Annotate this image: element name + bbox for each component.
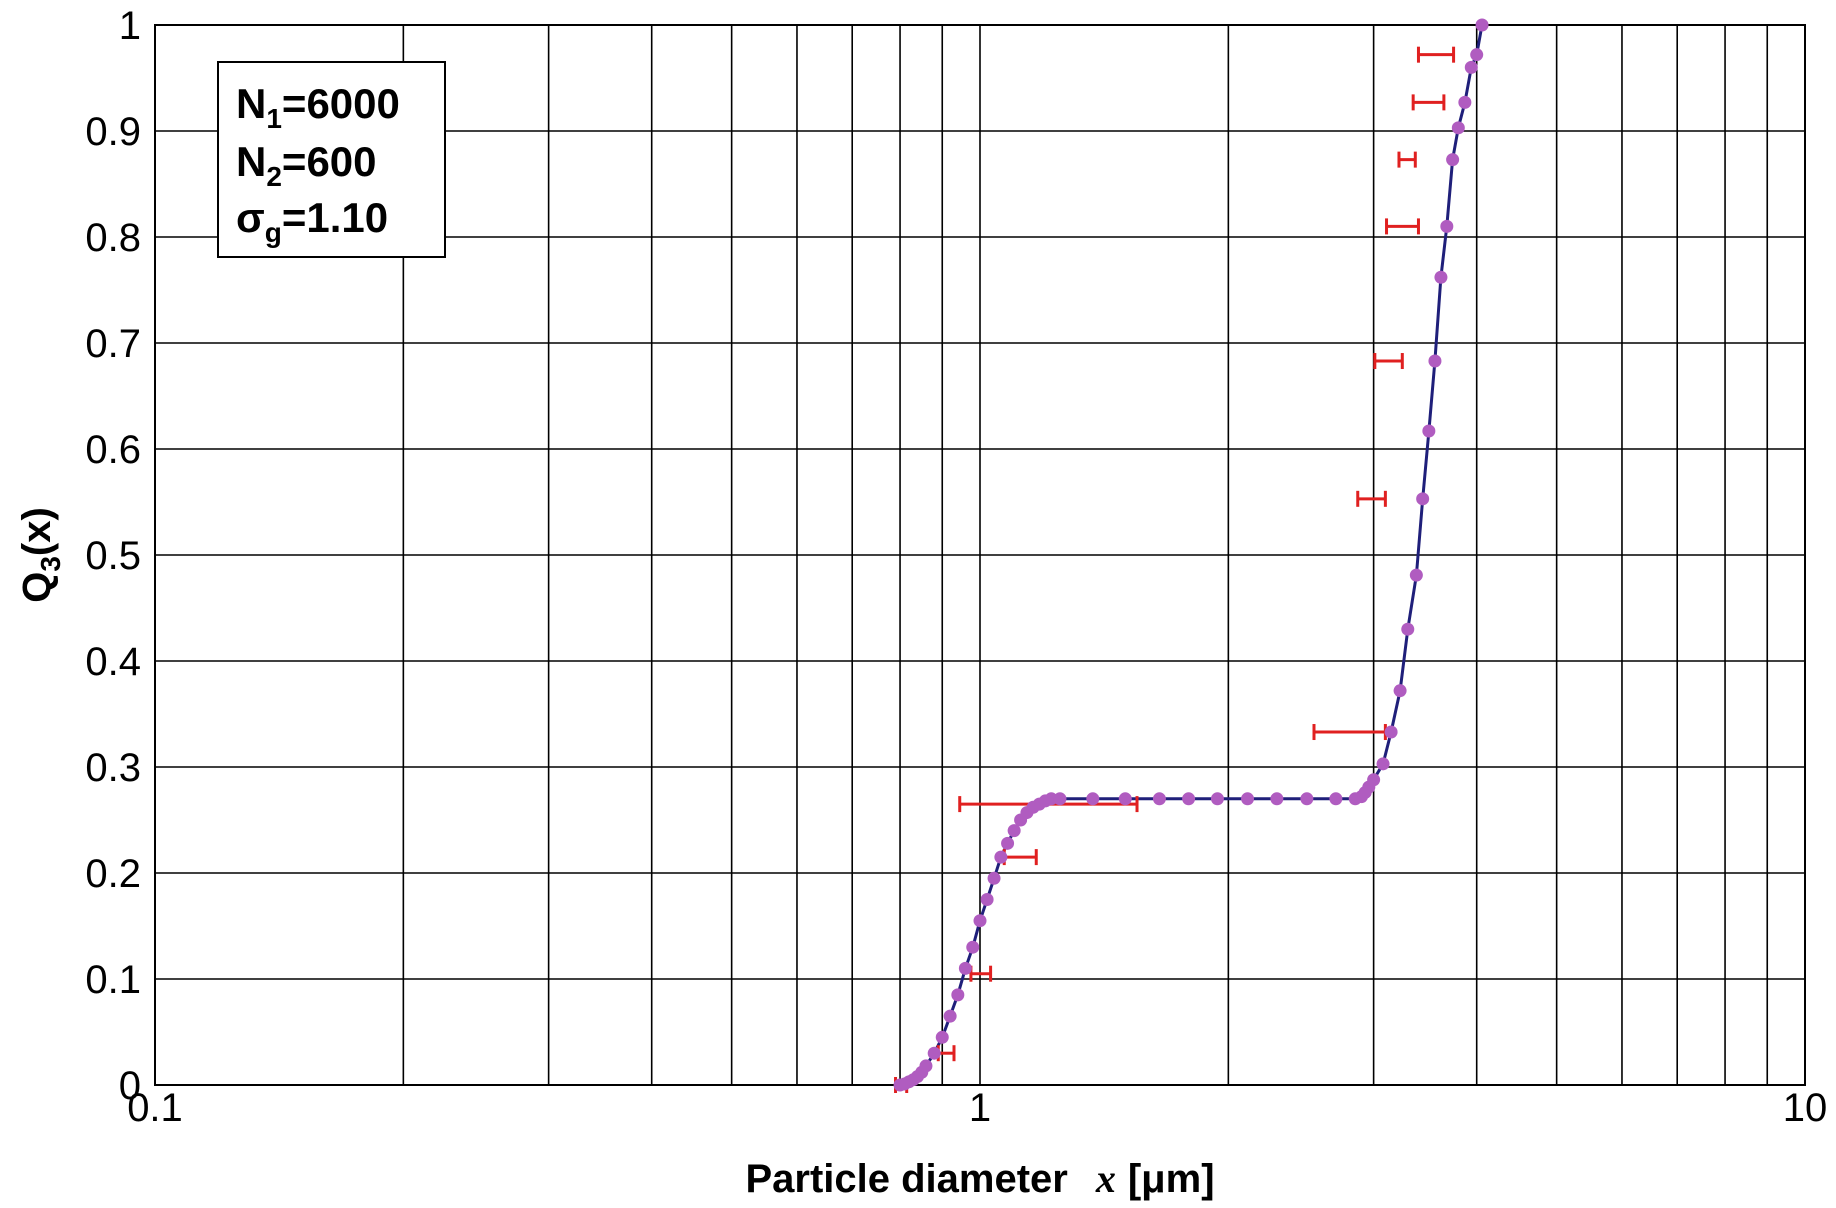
data-point: [1367, 773, 1381, 787]
data-point: [1118, 792, 1132, 806]
data-point: [973, 914, 987, 928]
data-point: [1475, 18, 1489, 32]
plot-frame: [154, 24, 1806, 1086]
data-point: [1409, 568, 1423, 582]
annotation-box: [217, 61, 446, 258]
data-point: [1053, 792, 1067, 806]
x-axis-title: Particle diameter x [μm]: [745, 1156, 1214, 1201]
x-tick-label: 0.1: [127, 1086, 183, 1130]
error-bar-layer: [894, 46, 1456, 1093]
data-point: [958, 961, 972, 975]
data-point: [1241, 792, 1255, 806]
data-point: [1210, 792, 1224, 806]
x-tick-label: 10: [1783, 1086, 1828, 1130]
y-tick-label: 0.9: [85, 110, 141, 154]
y-tick-label: 0.8: [85, 216, 141, 260]
data-point: [980, 893, 994, 906]
error-bar: [1312, 724, 1387, 741]
data-point: [1384, 725, 1398, 739]
error-bar: [1397, 151, 1417, 168]
y-tick-label: 0.3: [85, 746, 141, 790]
data-point: [951, 988, 965, 1002]
parameter-annotation: N1=6000 N2=600 σg=1.10: [217, 61, 446, 258]
error-bar: [1385, 218, 1420, 235]
data-point: [1393, 684, 1407, 698]
data-point: [1428, 354, 1442, 368]
error-bar: [1002, 849, 1038, 866]
data-point: [1434, 270, 1448, 284]
error-bar: [1416, 46, 1456, 63]
y-tick-label: 0.7: [85, 322, 141, 366]
data-point: [1401, 622, 1415, 636]
data-point: [1001, 836, 1015, 850]
y-tick-label: 1: [119, 4, 141, 48]
data-point: [943, 1009, 957, 1023]
y-tick-label: 0.5: [85, 534, 141, 578]
data-point: [1270, 792, 1284, 806]
y-tick-label: 0.1: [85, 958, 141, 1002]
data-point: [927, 1046, 941, 1060]
data-point: [1007, 824, 1021, 838]
data-point: [987, 871, 1001, 885]
annotation-line-sigma: σg=1.10: [236, 194, 388, 248]
y-tick-label: 0: [119, 1064, 141, 1108]
y-tick-label: 0.6: [85, 428, 141, 472]
data-point: [1376, 757, 1390, 771]
y-tick-label: 0.4: [85, 640, 141, 684]
error-bar: [1373, 353, 1404, 370]
data-point: [1329, 792, 1343, 806]
data-point: [1470, 48, 1484, 62]
data-point: [1300, 792, 1314, 806]
data-point: [1451, 121, 1465, 135]
marker-layer: [893, 18, 1489, 1092]
y-tick-labels: 0 0.1 0.2 0.3 0.4 0.5 0.6 0.7 0.8 0.9 1: [85, 4, 141, 1108]
data-point: [1440, 219, 1454, 233]
data-point: [1182, 792, 1196, 806]
x-tick-labels: 0.1 1 10: [127, 1086, 1827, 1130]
data-point: [1086, 792, 1100, 806]
data-point: [1416, 492, 1430, 506]
data-point: [1464, 60, 1478, 74]
data-point: [919, 1059, 933, 1073]
annotation-line-n2: N2=600: [236, 138, 377, 192]
data-point: [1446, 153, 1460, 167]
y-axis-title: Q3(x): [15, 507, 66, 603]
data-point: [1458, 95, 1472, 109]
data-point: [966, 940, 980, 954]
data-point: [1152, 792, 1166, 806]
error-bar: [1411, 94, 1446, 111]
x-tick-label: 1: [969, 1086, 991, 1130]
data-point: [994, 850, 1008, 864]
annotation-line-n1: N1=6000: [236, 80, 400, 134]
y-tick-label: 0.2: [85, 852, 141, 896]
data-point: [1422, 424, 1436, 438]
grid-layer: [155, 25, 1805, 1085]
data-point: [935, 1030, 949, 1044]
error-bar: [1356, 490, 1387, 507]
